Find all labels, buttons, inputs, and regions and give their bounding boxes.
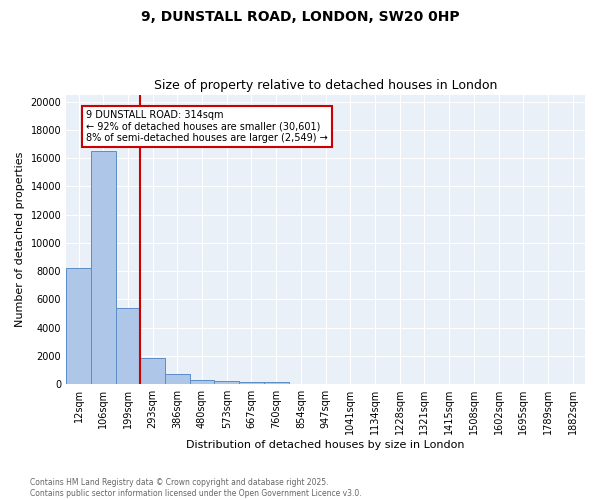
Bar <box>239 382 264 384</box>
Text: 9, DUNSTALL ROAD, LONDON, SW20 0HP: 9, DUNSTALL ROAD, LONDON, SW20 0HP <box>140 10 460 24</box>
Bar <box>214 381 239 384</box>
Bar <box>91 151 116 384</box>
X-axis label: Distribution of detached houses by size in London: Distribution of detached houses by size … <box>187 440 465 450</box>
Text: Contains HM Land Registry data © Crown copyright and database right 2025.
Contai: Contains HM Land Registry data © Crown c… <box>30 478 362 498</box>
Title: Size of property relative to detached houses in London: Size of property relative to detached ho… <box>154 79 497 92</box>
Bar <box>116 308 140 384</box>
Bar <box>264 382 289 384</box>
Bar <box>140 358 165 384</box>
Y-axis label: Number of detached properties: Number of detached properties <box>15 152 25 327</box>
Bar <box>190 380 214 384</box>
Bar <box>66 268 91 384</box>
Text: 9 DUNSTALL ROAD: 314sqm
← 92% of detached houses are smaller (30,601)
8% of semi: 9 DUNSTALL ROAD: 314sqm ← 92% of detache… <box>86 110 328 144</box>
Bar <box>165 374 190 384</box>
